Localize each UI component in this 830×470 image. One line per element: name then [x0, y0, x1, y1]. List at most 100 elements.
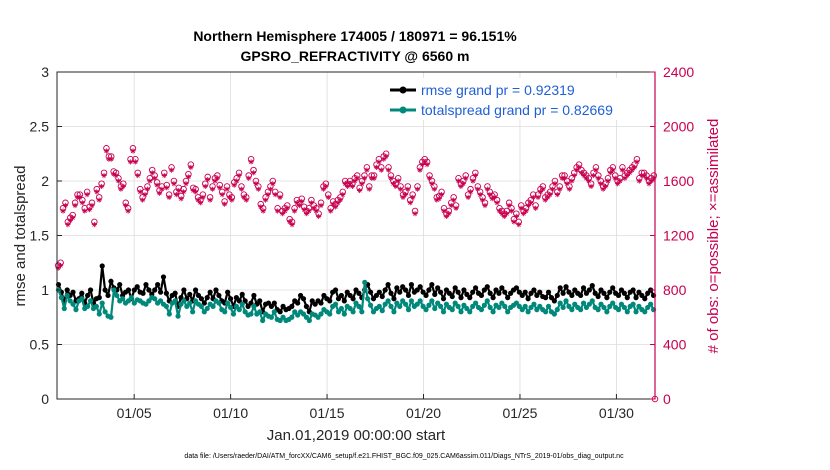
- obs-assimilated-marker-34: [137, 189, 143, 195]
- spread-point-10: [85, 303, 91, 309]
- spread-point-188: [604, 309, 610, 315]
- obs-assimilated-marker-143: [400, 194, 406, 200]
- obs-assimilated-marker-157: [434, 197, 440, 203]
- obs-assimilated-marker-28: [123, 202, 129, 209]
- rmse-point-119: [402, 287, 409, 293]
- obs-assimilated-marker-166: [455, 178, 462, 184]
- spread-point-151: [496, 304, 502, 311]
- obs-assimilated-marker-13: [86, 207, 93, 213]
- obs-assimilated-marker-100: [296, 202, 302, 209]
- spread-point-126: [423, 307, 429, 313]
- obs-assimilated-marker-138: [388, 175, 394, 181]
- rmse-point-51: [204, 295, 210, 301]
- rmse-point-36: [160, 274, 167, 280]
- obs-assimilated-marker-94: [282, 208, 288, 214]
- obs-assimilated-marker-96: [287, 219, 293, 225]
- spread-point-106: [365, 296, 371, 302]
- obs-assimilated-marker-81: [250, 170, 257, 176]
- rmse-point-185: [595, 293, 601, 300]
- rmse-point-192: [615, 292, 622, 299]
- spread-point-147: [484, 298, 490, 304]
- rmse-point-115: [391, 296, 397, 302]
- obs-assimilated-marker-146: [407, 200, 413, 206]
- obs-assimilated-marker-5: [67, 217, 73, 224]
- chart-title-line1: Northern Hemisphere 174005 / 180971 = 96…: [193, 28, 517, 44]
- rmse-point-69: [257, 298, 263, 304]
- spread-point-53: [210, 303, 216, 309]
- obs-assimilated-marker-4: [65, 222, 71, 228]
- rmse-point-15: [99, 263, 105, 269]
- obs-assimilated-marker-115: [332, 204, 339, 210]
- spread-point-14: [96, 311, 102, 317]
- spread-point-180: [580, 300, 587, 306]
- rmse-point-17: [105, 292, 111, 299]
- obs-assimilated-marker-46: [166, 194, 172, 200]
- spread-point-119: [402, 301, 409, 307]
- spread-point-143: [473, 300, 479, 306]
- obs-assimilated-marker-41: [154, 182, 160, 188]
- obs-assimilated-marker-7: [72, 202, 78, 209]
- obs-assimilated-marker-162: [446, 211, 452, 217]
- obs-assimilated-marker-0: [55, 265, 61, 271]
- obs-assimilated-marker-71: [226, 194, 233, 200]
- obs-assimilated-marker-17: [96, 197, 102, 203]
- rmse-point-114: [388, 290, 394, 296]
- rmse-point-54: [213, 287, 219, 293]
- rmse-point-107: [367, 289, 374, 295]
- rmse-point-126: [423, 292, 429, 299]
- obs-assimilated-marker-97: [289, 222, 295, 228]
- obs-assimilated-marker-25: [115, 178, 122, 184]
- spread-point-167: [543, 309, 549, 315]
- x-tick-label-5: 01/30: [599, 405, 634, 421]
- obs-assimilated-marker-178: [484, 186, 491, 192]
- spread-point-66: [248, 311, 254, 317]
- obs-assimilated-marker-238: [629, 167, 635, 173]
- spread-point-80: [289, 314, 295, 320]
- obs-assimilated-marker-123: [352, 178, 358, 184]
- y-axis-label-left: rmse and totalspread: [12, 166, 29, 307]
- obs-assimilated-marker-30: [127, 159, 134, 165]
- spread-point-93: [327, 311, 333, 317]
- obs-assimilated-marker-49: [173, 192, 179, 198]
- obs-assimilated-marker-67: [217, 185, 223, 191]
- spread-point-57: [222, 309, 228, 315]
- spread-point-69: [257, 309, 263, 315]
- x-tick-label-3: 01/20: [406, 405, 441, 421]
- obs-assimilated-marker-131: [371, 175, 377, 181]
- obs-assimilated-marker-38: [147, 178, 153, 184]
- rmse-point-173: [560, 290, 566, 296]
- rmse-point-63: [239, 291, 245, 297]
- obs-assimilated-marker-186: [504, 211, 510, 217]
- spread-point-97: [338, 305, 345, 312]
- rmse-point-98: [341, 298, 347, 304]
- spread-point-111: [379, 308, 385, 314]
- obs-assimilated-marker-223: [593, 167, 599, 173]
- obs-assimilated-marker-76: [238, 186, 245, 192]
- obs-assimilated-marker-139: [390, 181, 396, 187]
- rmse-point-47: [192, 287, 199, 293]
- obs-assimilated-marker-14: [89, 202, 95, 209]
- obs-assimilated-marker-92: [277, 194, 283, 200]
- legend-box: [386, 78, 652, 120]
- obs-assimilated-marker-29: [125, 208, 131, 214]
- obs-assimilated-marker-235: [622, 175, 628, 181]
- rmse-point-11: [87, 287, 94, 293]
- spread-point-121: [408, 298, 415, 304]
- rmse-point-14: [96, 295, 102, 301]
- obs-assimilated-marker-191: [516, 222, 522, 228]
- spread-point-11: [87, 298, 94, 304]
- obs-assimilated-marker-172: [470, 178, 476, 184]
- rmse-point-183: [589, 283, 595, 289]
- spread-point-141: [467, 309, 473, 315]
- obs-assimilated-marker-68: [219, 192, 225, 198]
- obs-assimilated-marker-200: [537, 189, 544, 195]
- spread-point-117: [397, 303, 403, 309]
- obs-assimilated-marker-122: [349, 183, 355, 190]
- spread-point-170: [551, 311, 557, 317]
- obs-assimilated-marker-214: [571, 172, 577, 179]
- legend: rmse grand pr = 0.92319 totalspread gran…: [386, 78, 652, 120]
- obs-assimilated-marker-240: [634, 159, 640, 165]
- obs-assimilated-marker-119: [342, 181, 348, 187]
- obs-assimilated-marker-154: [426, 175, 433, 181]
- obs-assimilated-marker-73: [231, 182, 237, 188]
